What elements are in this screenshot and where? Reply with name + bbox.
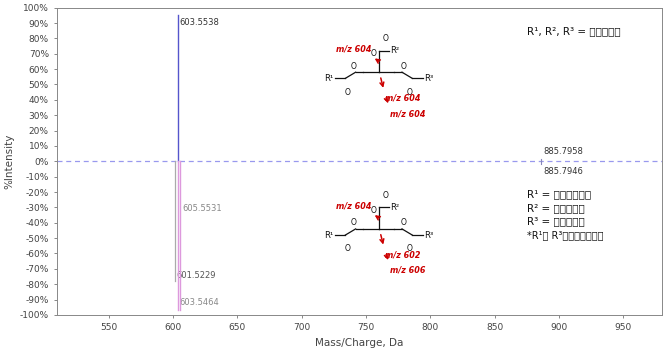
Text: O: O	[370, 49, 376, 58]
Text: 603.5464: 603.5464	[179, 298, 219, 307]
Text: R³ = リノール酸: R³ = リノール酸	[527, 216, 585, 227]
Text: m/z 604: m/z 604	[385, 94, 421, 103]
Text: R³: R³	[424, 74, 433, 83]
Text: m/z 604: m/z 604	[336, 201, 371, 210]
Text: 601.5229: 601.5229	[177, 271, 216, 279]
Text: O: O	[370, 206, 376, 215]
Text: 603.5538: 603.5538	[179, 18, 219, 27]
Y-axis label: %Intensity: %Intensity	[4, 134, 14, 189]
Text: O: O	[383, 191, 388, 200]
Text: O: O	[407, 88, 413, 96]
Text: R²: R²	[390, 46, 400, 55]
Text: R¹: R¹	[324, 74, 334, 83]
Text: O: O	[401, 62, 406, 71]
Text: 885.7958: 885.7958	[543, 147, 583, 156]
Text: R³: R³	[424, 231, 433, 240]
Text: m/z 602: m/z 602	[385, 250, 421, 259]
Text: O: O	[351, 62, 357, 71]
Text: m/z 604: m/z 604	[336, 45, 371, 54]
Text: O: O	[351, 218, 357, 227]
Text: *R¹～ R³の位置は順不問: *R¹～ R³の位置は順不問	[527, 231, 603, 240]
Text: R¹, R², R³ = オレイン酸: R¹, R², R³ = オレイン酸	[527, 26, 620, 36]
Text: R¹: R¹	[324, 231, 334, 240]
Text: m/z 606: m/z 606	[390, 266, 426, 275]
Text: R¹ = ステアリン酸: R¹ = ステアリン酸	[527, 189, 591, 199]
Text: 605.5531: 605.5531	[182, 204, 222, 213]
X-axis label: Mass/Charge, Da: Mass/Charge, Da	[315, 338, 404, 348]
Text: O: O	[345, 244, 351, 253]
Text: 885.7946: 885.7946	[543, 168, 583, 176]
Text: R² = オレイン酸: R² = オレイン酸	[527, 203, 585, 213]
Text: O: O	[401, 218, 406, 227]
Text: R²: R²	[390, 203, 400, 212]
Text: O: O	[407, 244, 413, 253]
Text: m/z 604: m/z 604	[390, 109, 426, 118]
Text: O: O	[383, 34, 388, 43]
Text: O: O	[345, 88, 351, 96]
